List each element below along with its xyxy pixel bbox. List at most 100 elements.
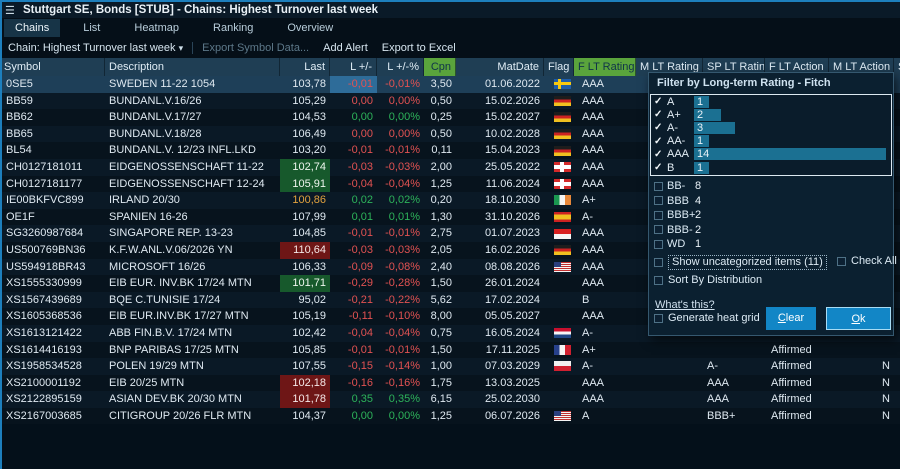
filter-popup-title: Filter by Long-term Rating - Fitch	[657, 77, 831, 89]
table-row[interactable]: XS2100001192 EIB 20/25 MTN 102,18 -0,16 -0,1…	[0, 374, 900, 392]
rating-distribution-bar	[694, 121, 735, 134]
column-header-chgpct[interactable]: L +/-%	[377, 58, 424, 76]
cell-f-lt-rating: AAA	[582, 376, 605, 389]
rating-option-aaa[interactable]: ✓ AAA 14	[651, 148, 891, 161]
column-header-s-truncated[interactable]: S	[894, 58, 900, 76]
cell-chg: -0,01	[347, 343, 373, 356]
toolbar-export-symbol-data[interactable]: Export Symbol Data...	[202, 42, 310, 54]
cell-chg: 0,00	[351, 111, 373, 124]
rating-option-a-[interactable]: ✓ A- 3	[651, 121, 891, 134]
checkbox-icon[interactable]	[654, 239, 663, 249]
tab-overview[interactable]: Overview	[287, 22, 334, 34]
checkbox-icon[interactable]	[654, 258, 663, 267]
cell-f-lt-rating: AAA	[582, 243, 605, 256]
tab-chains[interactable]: Chains	[4, 19, 61, 37]
sort-by-distribution-checkbox[interactable]: Sort By Distribution	[654, 274, 762, 286]
cell-sp-lt-rating: BBB+	[707, 409, 736, 422]
column-header-last[interactable]: Last	[280, 58, 330, 76]
check-all-checkbox[interactable]: Check All	[837, 255, 897, 267]
cell-chgpct: -0,10%	[385, 310, 420, 323]
checkmark-icon[interactable]: ✓	[654, 122, 663, 134]
checkmark-icon[interactable]: ✓	[654, 96, 663, 108]
tab-list[interactable]: List	[83, 22, 101, 34]
cell-s-truncated	[894, 109, 900, 126]
table-row[interactable]: XS1614416193 BNP PARIBAS 17/25 MTN 105,85 -…	[0, 341, 900, 359]
cell-description: ASIAN DEV.BK 20/30 MTN	[109, 393, 242, 406]
table-row[interactable]: XS2167003685 CITIGROUP 20/26 FLR MTN 104,3…	[0, 407, 900, 425]
table-row[interactable]: XS1958534528 POLEN 19/29 MTN 107,55 -0,15 -0…	[0, 358, 900, 375]
menu-icon[interactable]: ☰	[5, 4, 15, 17]
cell-last: 102,42	[292, 326, 326, 339]
checkbox-icon[interactable]	[837, 256, 846, 266]
tab-ranking[interactable]: Ranking	[213, 22, 254, 34]
rating-option-a+[interactable]: ✓ A+ 2	[651, 108, 891, 121]
show-uncategorized-checkbox[interactable]: Show uncategorized items (11)	[654, 255, 827, 270]
cell-matdate: 15.04.2023	[484, 144, 540, 157]
rating-option-bbb[interactable]: BBB 4	[650, 194, 892, 209]
cell-symbol: US500769BN36	[6, 243, 86, 256]
toolbar-add-alert[interactable]: Add Alert	[323, 42, 368, 54]
rating-option-a[interactable]: ✓ A 1	[651, 95, 891, 108]
column-header-cpn[interactable]: Cpn	[424, 58, 456, 76]
cell-matdate: 15.02.2027	[484, 111, 540, 124]
rating-count: 2	[697, 108, 704, 121]
whats-this-link[interactable]: What's this?	[655, 299, 715, 311]
checkmark-icon[interactable]: ✓	[654, 135, 663, 147]
column-header-m-lt-action[interactable]: M LT Action	[829, 58, 894, 76]
cell-matdate: 31.10.2026	[484, 210, 540, 223]
rating-label: A	[667, 95, 675, 108]
rating-option-b[interactable]: ✓ B 1	[651, 161, 891, 174]
checkbox-icon[interactable]	[654, 210, 663, 220]
cell-cpn: 1,00	[430, 360, 452, 373]
rating-option-aa-[interactable]: ✓ AA- 1	[651, 135, 891, 148]
column-header-f-lt-rating[interactable]: F LT Rating	[574, 58, 636, 76]
column-header-f-lt-action[interactable]: F LT Action	[765, 58, 829, 76]
column-header-m-lt-rating[interactable]: M LT Rating	[636, 58, 703, 76]
checkbox-icon[interactable]	[654, 181, 663, 191]
rating-option-wd[interactable]: WD 1	[650, 237, 892, 252]
cell-last: 95,02	[298, 293, 326, 306]
checkmark-icon[interactable]: ✓	[654, 109, 663, 121]
generate-heat-grid-checkbox[interactable]: Generate heat grid	[654, 312, 760, 324]
cell-m-lt-rating	[636, 391, 703, 408]
column-header-matdate[interactable]: MatDate	[456, 58, 544, 76]
cell-description: EIB 20/25 MTN	[109, 376, 185, 389]
cell-matdate: 16.02.2026	[484, 243, 540, 256]
cell-matdate: 25.05.2022	[484, 160, 540, 173]
cell-last: 100,86	[292, 194, 326, 207]
column-header-flag[interactable]: Flag	[544, 58, 574, 76]
cell-description: SWEDEN 11-22 1054	[109, 78, 216, 90]
toolbar-export-to-excel[interactable]: Export to Excel	[381, 42, 456, 54]
cell-f-lt-rating: AAA	[582, 144, 605, 157]
checkmark-icon[interactable]: ✓	[654, 148, 663, 160]
column-header-description[interactable]: Description	[105, 58, 280, 76]
table-row[interactable]: XS2122895159 ASIAN DEV.BK 20/30 MTN 101,78…	[0, 391, 900, 408]
cell-f-lt-rating: A+	[582, 194, 596, 207]
checkbox-icon[interactable]	[654, 225, 663, 235]
ok-button[interactable]: Ok	[826, 307, 891, 330]
cell-s-truncated	[894, 176, 900, 193]
rating-option-bbb-[interactable]: BBB- 2	[650, 223, 892, 238]
cell-description: ABB FIN.B.V. 17/24 MTN	[109, 326, 233, 339]
checkbox-icon[interactable]	[654, 313, 663, 323]
tab-heatmap[interactable]: Heatmap	[134, 22, 180, 34]
chain-selector-dropdown[interactable]: Chain: Highest Turnover last week ▾	[8, 42, 183, 54]
rating-option-bbb+[interactable]: BBB+ 2	[650, 208, 892, 223]
cell-s-truncated	[894, 275, 900, 292]
column-header-symbol[interactable]: Symbol	[0, 58, 105, 76]
cell-chgpct: -0,14%	[385, 360, 420, 373]
clear-button[interactable]: Clear	[766, 307, 816, 330]
cell-matdate: 13.03.2025	[484, 376, 540, 389]
column-header-sp-lt-rating[interactable]: SP LT Ratin	[703, 58, 765, 76]
cell-cpn: 0,75	[430, 326, 452, 339]
flag-icon-fr	[554, 344, 571, 355]
checkbox-icon[interactable]	[654, 275, 663, 285]
column-header-chg[interactable]: L +/-	[330, 58, 377, 76]
rating-option-bb-[interactable]: BB- 8	[650, 179, 892, 194]
rating-label: BBB-	[667, 223, 693, 236]
cell-f-lt-action: Affirmed	[771, 360, 812, 373]
checkmark-icon[interactable]: ✓	[654, 162, 663, 174]
cell-flag	[544, 109, 574, 126]
cell-flag	[544, 192, 574, 209]
checkbox-icon[interactable]	[654, 196, 663, 206]
